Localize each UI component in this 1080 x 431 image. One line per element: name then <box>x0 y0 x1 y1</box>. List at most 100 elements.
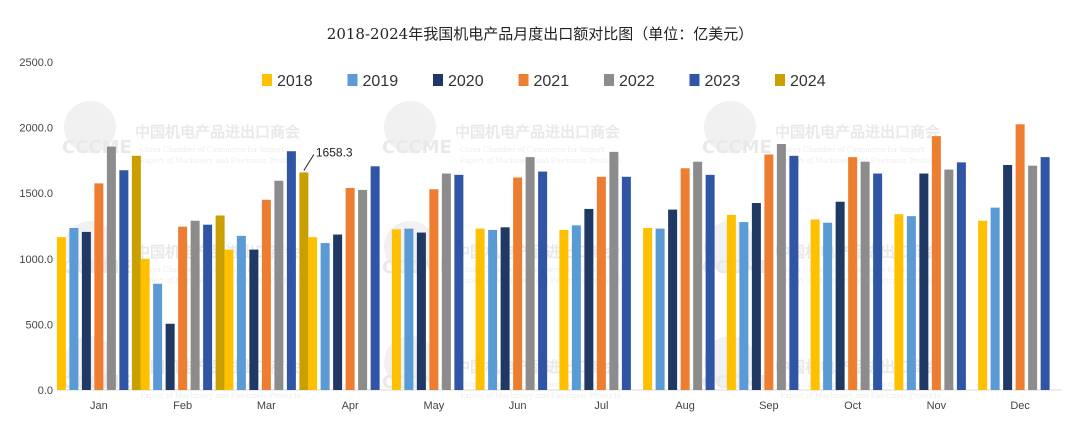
x-tick-label: May <box>423 400 444 412</box>
legend: 2018 2019 2020 2021 2022 2023 2024 <box>262 73 826 90</box>
y-axis: 0.0 500.0 1000.0 1500.0 2000.0 2500.0 <box>19 57 53 397</box>
bar-2018-Apr <box>308 237 318 390</box>
watermark-logo-text: CCCME <box>382 137 452 158</box>
bar-2022-Sep <box>776 144 786 390</box>
bar-2021-Dec <box>1015 124 1025 390</box>
legend-label-2024: 2024 <box>790 73 826 90</box>
bar-2018-Sep <box>726 214 736 390</box>
bar-2019-Feb <box>153 283 163 390</box>
bar-2021-Apr <box>345 187 355 390</box>
y-tick-label: 1500.0 <box>19 188 53 200</box>
watermark-logo-icon <box>384 101 436 153</box>
legend-label-2020: 2020 <box>448 73 484 90</box>
x-tick-label: Jun <box>509 400 527 412</box>
bar-2022-Mar <box>274 180 284 390</box>
bar-2021-May <box>429 189 439 390</box>
bar-2023-Apr <box>370 166 380 390</box>
watermark-logo-icon <box>64 101 116 153</box>
watermark-en2: Expert of Machinery and Electronic Produ… <box>140 392 301 400</box>
bar-2018-Jul <box>559 229 569 390</box>
watermark-logo-icon <box>704 101 756 153</box>
bar-2023-Jul <box>621 176 631 390</box>
bar-2018-Aug <box>643 227 653 390</box>
bar-2024-Feb <box>215 215 225 390</box>
annotations: 1658.3 <box>303 145 353 171</box>
bar-2021-Jul <box>596 176 606 390</box>
bar-2020-Jul <box>584 208 594 390</box>
data-label-annotation: 1658.3 <box>316 145 353 159</box>
x-tick-label: Mar <box>257 400 276 412</box>
bar-2023-Oct <box>873 173 883 390</box>
chart-title: 2018-2024年我国机电产品月度出口额对比图（单位：亿美元） <box>327 25 753 43</box>
bar-2023-Aug <box>705 174 715 390</box>
watermark-cn: 中国机电产品进出口商会 <box>455 123 620 141</box>
watermark-logo-text: CCCME <box>702 137 772 158</box>
bar-2022-Jan <box>106 146 116 390</box>
bar-2019-Mar <box>236 235 246 390</box>
y-tick-label: 2500.0 <box>19 57 53 69</box>
bar-2023-Feb <box>203 224 213 390</box>
bar-2019-Sep <box>739 222 749 390</box>
bar-2019-Aug <box>655 228 665 390</box>
bar-2022-Aug <box>693 161 703 390</box>
bar-2019-Apr <box>320 243 330 390</box>
annotation-leader-line <box>303 154 315 171</box>
x-axis: Jan Feb Mar Apr May Jun Jul Aug Sep Oct Nov Dec <box>90 400 1030 412</box>
x-tick-label: Aug <box>675 400 695 412</box>
bar-2023-Sep <box>789 155 799 390</box>
bar-2020-May <box>416 232 426 390</box>
bar-2021-Nov <box>931 136 941 390</box>
watermark-en2: Expert of Machinery and Electronic Produ… <box>460 392 621 400</box>
legend-label-2019: 2019 <box>363 73 399 90</box>
watermark-logo-text: CCCME <box>62 137 132 158</box>
bar-2020-Mar <box>249 249 259 390</box>
bar-2020-Sep <box>751 203 761 390</box>
watermark-en1: China Chamber of Commerce for Import <box>460 146 604 154</box>
legend-label-2022: 2022 <box>619 73 655 90</box>
bar-2024-Mar <box>299 172 309 390</box>
bar-2019-Dec <box>990 207 1000 390</box>
bar-2022-Dec <box>1028 165 1038 390</box>
bars <box>56 124 1050 390</box>
watermark-en1: China Chamber of Commerce for Import <box>140 266 284 274</box>
bar-2022-Apr <box>358 189 368 390</box>
watermark-en1: China Chamber of Commerce for Import <box>140 146 284 154</box>
bar-2018-Nov <box>894 214 904 390</box>
bar-2018-Mar <box>224 249 234 390</box>
bar-2020-Feb <box>165 323 175 390</box>
watermark-en2: Expert of Machinery and Electronic Produ… <box>460 157 621 165</box>
watermark-cn: 中国机电产品进出口商会 <box>775 123 940 141</box>
watermark-en1: China Chamber of Commerce for Import <box>140 381 284 389</box>
watermark-en2: Expert of Machinery and Electronic Produ… <box>780 392 941 400</box>
legend-swatch-2020 <box>433 74 443 86</box>
bar-2018-Feb <box>140 258 150 390</box>
bar-2023-Jun <box>538 171 548 390</box>
bar-2023-Dec <box>1040 157 1050 390</box>
watermark-en2: Expert of Machinery and Electronic Produ… <box>780 157 941 165</box>
y-tick-label: 2000.0 <box>19 123 53 135</box>
legend-swatch-2023 <box>689 74 700 86</box>
bar-2019-Oct <box>823 222 833 390</box>
y-tick-label: 500.0 <box>25 319 53 331</box>
bar-2021-Oct <box>848 157 858 390</box>
x-tick-label: Feb <box>173 400 192 412</box>
bar-2020-Nov <box>919 173 929 390</box>
y-tick-label: 1000.0 <box>19 254 53 266</box>
bar-2023-Nov <box>956 162 966 390</box>
bar-2020-Jun <box>500 227 510 390</box>
legend-label-2018: 2018 <box>277 73 313 90</box>
bar-2020-Apr <box>333 234 343 390</box>
bar-2023-May <box>454 174 464 390</box>
bar-2020-Aug <box>668 209 678 390</box>
x-tick-label: Oct <box>844 400 861 412</box>
bar-2021-Sep <box>764 154 774 390</box>
bar-2022-Oct <box>860 161 870 390</box>
watermark-cn: 中国机电产品进出口商会 <box>135 123 300 141</box>
bar-2022-Jun <box>525 157 535 390</box>
legend-swatch-2018 <box>262 74 272 86</box>
x-tick-label: Nov <box>927 400 947 412</box>
bar-2019-Jul <box>571 225 581 390</box>
